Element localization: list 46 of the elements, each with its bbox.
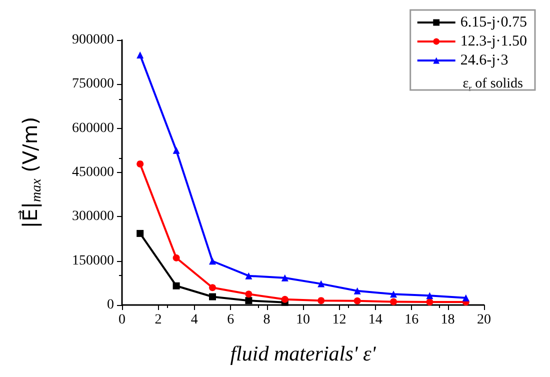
point xyxy=(390,298,397,306)
x-tick-label: 18 xyxy=(440,312,455,328)
point xyxy=(318,297,325,304)
point xyxy=(354,297,361,304)
y-tick-label: 750000 xyxy=(72,76,114,92)
point xyxy=(318,280,325,288)
point xyxy=(462,294,470,302)
point xyxy=(136,160,144,168)
point xyxy=(354,287,361,294)
point xyxy=(172,146,180,154)
x-tick-label: 8 xyxy=(263,312,270,328)
point xyxy=(136,230,144,237)
point xyxy=(172,254,180,262)
point xyxy=(245,290,252,298)
y-tick-label: 900000 xyxy=(72,32,114,48)
point xyxy=(426,292,434,300)
point xyxy=(245,297,252,304)
legend-label: 12.3-j·1.50 xyxy=(460,34,528,50)
x-tick-label: 0 xyxy=(118,312,126,328)
point xyxy=(136,52,144,59)
point xyxy=(390,290,397,298)
point xyxy=(209,284,216,292)
y-tick-label: 150000 xyxy=(72,253,114,268)
x-tick-label: 20 xyxy=(477,312,491,328)
x-tick-label: 10 xyxy=(296,312,310,328)
point xyxy=(172,282,180,290)
y-tick-label: 300000 xyxy=(72,209,114,224)
point xyxy=(209,258,216,265)
y-tick-label: 600000 xyxy=(72,120,114,136)
x-tick-label: 6 xyxy=(227,312,234,328)
x-tick-label: 14 xyxy=(368,312,382,328)
point xyxy=(245,272,252,280)
x-axis-title: fluid materials' ε' xyxy=(230,342,376,366)
point xyxy=(281,296,288,303)
x-tick-label: 4 xyxy=(190,312,198,328)
x-tick-label: 2 xyxy=(154,312,162,328)
x-tick-label: 16 xyxy=(404,312,419,328)
legend-label: 6.15-j·0.75 xyxy=(460,14,528,30)
point xyxy=(426,298,434,306)
x-tick-label: 12 xyxy=(332,312,346,328)
y-tick-label: 0 xyxy=(107,298,114,312)
legend-label: 24.6-j·3 xyxy=(460,52,508,68)
point xyxy=(209,293,216,300)
y-axis-title: |E⃗|max (V/m) xyxy=(17,116,44,228)
y-tick-label: 450000 xyxy=(72,165,114,180)
point xyxy=(281,274,288,282)
